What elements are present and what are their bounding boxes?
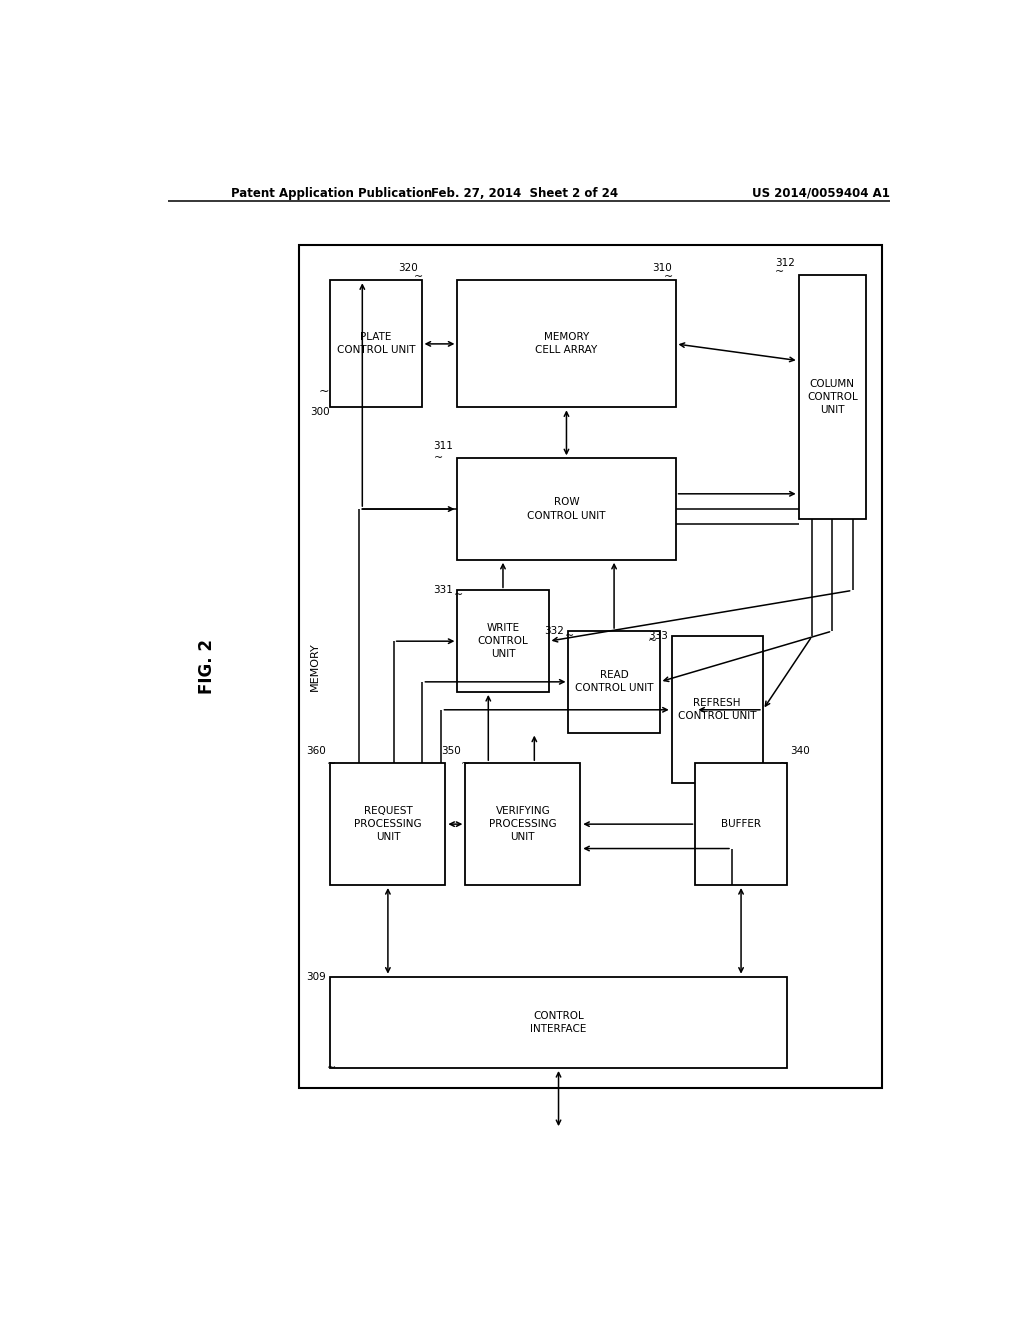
Bar	[331, 280, 422, 408]
Text: 320: 320	[398, 263, 418, 273]
Bar	[331, 763, 445, 886]
Text: MEMORY: MEMORY	[309, 643, 319, 690]
Bar	[299, 244, 882, 1089]
Text: ~: ~	[318, 385, 329, 399]
Text: ~: ~	[564, 631, 573, 642]
Bar	[568, 631, 659, 733]
Text: 312: 312	[775, 259, 795, 268]
Text: 310: 310	[652, 263, 672, 273]
Text: PLATE
CONTROL UNIT: PLATE CONTROL UNIT	[337, 333, 416, 355]
Text: BUFFER: BUFFER	[721, 820, 761, 829]
Text: ~: ~	[327, 759, 336, 770]
Bar	[458, 458, 676, 560]
Text: Patent Application Publication: Patent Application Publication	[231, 187, 432, 199]
Text: VERIFYING
PROCESSING
UNIT: VERIFYING PROCESSING UNIT	[489, 807, 557, 842]
Text: 350: 350	[441, 746, 461, 756]
Text: 360: 360	[306, 746, 327, 756]
Bar	[458, 280, 676, 408]
Text: 331: 331	[433, 586, 454, 595]
Text: ~: ~	[775, 267, 784, 277]
Text: ~: ~	[778, 759, 788, 770]
Bar	[331, 977, 786, 1068]
Text: FIG. 2: FIG. 2	[199, 639, 216, 694]
Text: ~: ~	[327, 1063, 336, 1073]
Text: COLUMN
CONTROL
UNIT: COLUMN CONTROL UNIT	[807, 379, 858, 416]
Text: MEMORY
CELL ARRAY: MEMORY CELL ARRAY	[536, 333, 598, 355]
Text: 311: 311	[433, 441, 454, 451]
Text: CONTROL
INTERFACE: CONTROL INTERFACE	[530, 1011, 587, 1034]
Text: ~: ~	[664, 272, 673, 282]
Bar	[458, 590, 549, 692]
Text: ~: ~	[414, 272, 423, 282]
Bar	[672, 636, 763, 784]
Text: 300: 300	[310, 408, 330, 417]
Text: WRITE
CONTROL
UNIT: WRITE CONTROL UNIT	[477, 623, 528, 660]
Bar	[695, 763, 786, 886]
Bar	[465, 763, 581, 886]
Text: REFRESH
CONTROL UNIT: REFRESH CONTROL UNIT	[678, 698, 757, 722]
Text: 332: 332	[545, 626, 564, 636]
Text: REQUEST
PROCESSING
UNIT: REQUEST PROCESSING UNIT	[354, 807, 422, 842]
Text: 309: 309	[306, 972, 327, 982]
Text: ROW
CONTROL UNIT: ROW CONTROL UNIT	[527, 498, 606, 520]
Text: READ
CONTROL UNIT: READ CONTROL UNIT	[574, 671, 653, 693]
Text: ~: ~	[461, 759, 471, 770]
Text: 340: 340	[791, 746, 810, 756]
Text: 333: 333	[648, 631, 668, 642]
Text: ~: ~	[648, 636, 657, 645]
Text: ~: ~	[454, 590, 463, 601]
Bar	[799, 276, 866, 519]
Text: US 2014/0059404 A1: US 2014/0059404 A1	[752, 187, 890, 199]
Text: ~: ~	[433, 453, 442, 463]
Text: Feb. 27, 2014  Sheet 2 of 24: Feb. 27, 2014 Sheet 2 of 24	[431, 187, 618, 199]
